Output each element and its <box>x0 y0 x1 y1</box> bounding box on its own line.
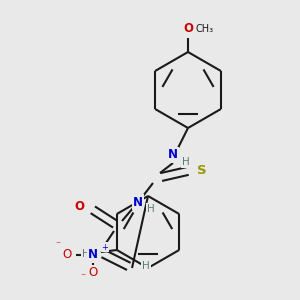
Text: ⁻: ⁻ <box>55 240 60 250</box>
Text: O: O <box>62 248 71 262</box>
Text: N: N <box>133 196 143 208</box>
Text: H: H <box>142 261 150 271</box>
Text: S: S <box>197 164 207 176</box>
Text: H: H <box>182 157 190 167</box>
Text: O: O <box>183 22 193 35</box>
Text: ⁻: ⁻ <box>80 272 86 282</box>
Text: O: O <box>88 266 98 280</box>
Text: CH₃: CH₃ <box>196 24 214 34</box>
Text: O: O <box>74 200 84 212</box>
Text: N: N <box>88 248 98 262</box>
Text: H: H <box>82 249 90 259</box>
Text: +: + <box>101 242 108 251</box>
Text: N: N <box>168 148 178 161</box>
Text: H: H <box>147 204 155 214</box>
